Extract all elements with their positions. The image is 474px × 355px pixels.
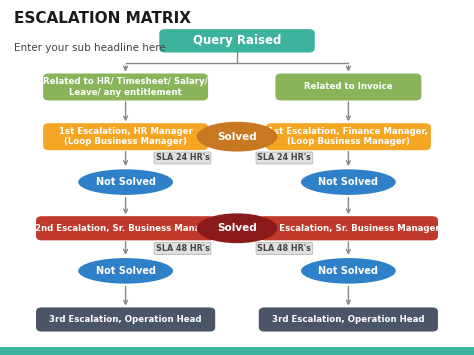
Ellipse shape <box>197 213 277 243</box>
FancyBboxPatch shape <box>36 307 215 332</box>
Ellipse shape <box>78 258 173 284</box>
Text: SLA 48 HR's: SLA 48 HR's <box>155 244 210 253</box>
Text: Not Solved: Not Solved <box>96 266 155 276</box>
Text: SLA 24 HR's: SLA 24 HR's <box>155 153 210 163</box>
Text: Not Solved: Not Solved <box>96 177 155 187</box>
Text: 1st Escalation, Finance Manager,
(Loop Business Manager): 1st Escalation, Finance Manager, (Loop B… <box>268 127 428 146</box>
FancyBboxPatch shape <box>259 307 438 332</box>
Text: 2nd Escalation, Sr. Business Manager: 2nd Escalation, Sr. Business Manager <box>257 224 439 233</box>
FancyBboxPatch shape <box>266 123 431 150</box>
Text: Not Solved: Not Solved <box>319 266 378 276</box>
Text: Enter your sub headline here: Enter your sub headline here <box>14 43 166 53</box>
Text: Query Raised: Query Raised <box>193 34 281 47</box>
Text: Not Solved: Not Solved <box>319 177 378 187</box>
FancyBboxPatch shape <box>43 123 208 150</box>
FancyBboxPatch shape <box>36 216 215 240</box>
Text: 3rd Escalation, Operation Head: 3rd Escalation, Operation Head <box>272 315 425 324</box>
Text: 3rd Escalation, Operation Head: 3rd Escalation, Operation Head <box>49 315 202 324</box>
Bar <box>0 347 474 355</box>
Text: 1st Escalation, HR Manager
(Loop Business Manager): 1st Escalation, HR Manager (Loop Busines… <box>59 127 192 146</box>
Text: SLA 24 HR's: SLA 24 HR's <box>257 153 311 163</box>
FancyBboxPatch shape <box>259 216 438 240</box>
Text: Solved: Solved <box>217 132 257 142</box>
FancyBboxPatch shape <box>159 29 315 53</box>
Text: ESCALATION MATRIX: ESCALATION MATRIX <box>14 11 191 26</box>
Text: Solved: Solved <box>217 223 257 233</box>
FancyBboxPatch shape <box>275 73 421 100</box>
Text: Related to HR/ Timesheet/ Salary/
Leave/ any entitlement: Related to HR/ Timesheet/ Salary/ Leave/… <box>43 77 208 97</box>
Text: SLA 48 HR's: SLA 48 HR's <box>257 244 311 253</box>
Ellipse shape <box>301 169 396 195</box>
Text: Related to Invoice: Related to Invoice <box>304 82 392 92</box>
Ellipse shape <box>197 122 277 152</box>
FancyBboxPatch shape <box>43 73 208 100</box>
Ellipse shape <box>301 258 396 284</box>
Text: 2nd Escalation, Sr. Business Manager: 2nd Escalation, Sr. Business Manager <box>35 224 217 233</box>
Ellipse shape <box>78 169 173 195</box>
